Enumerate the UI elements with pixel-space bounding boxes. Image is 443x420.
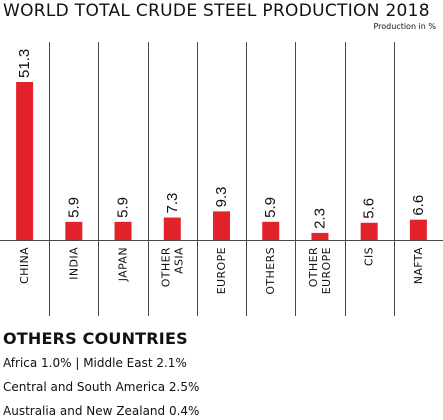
bar-india [65, 221, 83, 240]
category-labels: CHINA INDIA JAPAN OTHER ASIA EUROPE OTHERS OTHE… [18, 247, 425, 295]
others-countries-title: OTHERS COUNTRIES [3, 329, 188, 348]
bar-nafta [409, 219, 427, 240]
category-label: INDIA [67, 247, 80, 280]
value-label: 5.9 [115, 197, 132, 218]
category-label: OTHER [307, 247, 320, 287]
category-label: OTHER [159, 247, 172, 287]
category-label: CHINA [18, 247, 31, 284]
category-label: JAPAN [117, 247, 130, 282]
unit-label: Production in % [373, 22, 436, 31]
bar-others [262, 221, 280, 240]
bar-china [16, 82, 34, 240]
bar-europe [213, 211, 230, 240]
others-note-africa-middle-east: Africa 1.0% | Middle East 2.1% [3, 356, 187, 370]
bar-cis [360, 222, 378, 240]
value-label: 51.3 [16, 49, 33, 78]
bar-other-europe [311, 232, 329, 240]
value-label: 5.6 [361, 198, 378, 219]
value-label: 2.3 [311, 208, 328, 229]
chart-title: WORLD TOTAL CRUDE STEEL PRODUCTION 2018 [3, 1, 430, 21]
value-label: 9.3 [213, 186, 230, 207]
others-note-central-south-america: Central and South America 2.5% [3, 380, 200, 394]
category-label: EUROPE [215, 247, 228, 294]
bars [16, 82, 427, 240]
value-label: 5.9 [262, 197, 279, 218]
category-label: CIS [363, 247, 376, 266]
value-label: 7.3 [164, 193, 181, 214]
others-note-australia-new-zealand: Australia and New Zealand 0.4% [3, 404, 200, 418]
category-label: OTHERS [264, 247, 277, 295]
value-labels: 51.3 5.9 5.9 7.3 9.3 5.9 2.3 5.6 6.6 [16, 49, 427, 229]
value-label: 5.9 [65, 197, 82, 218]
bar-chart: 51.3 5.9 5.9 7.3 9.3 5.9 2.3 5.6 6.6 CHINA INDIA J… [0, 42, 443, 316]
bar-other-asia [163, 217, 181, 240]
category-label: ASIA [172, 247, 185, 274]
category-label: NAFTA [412, 247, 425, 284]
grid-lines [0, 42, 443, 316]
value-label: 6.6 [410, 195, 427, 216]
category-label: EUROPE [320, 247, 333, 294]
bar-japan [114, 221, 132, 240]
